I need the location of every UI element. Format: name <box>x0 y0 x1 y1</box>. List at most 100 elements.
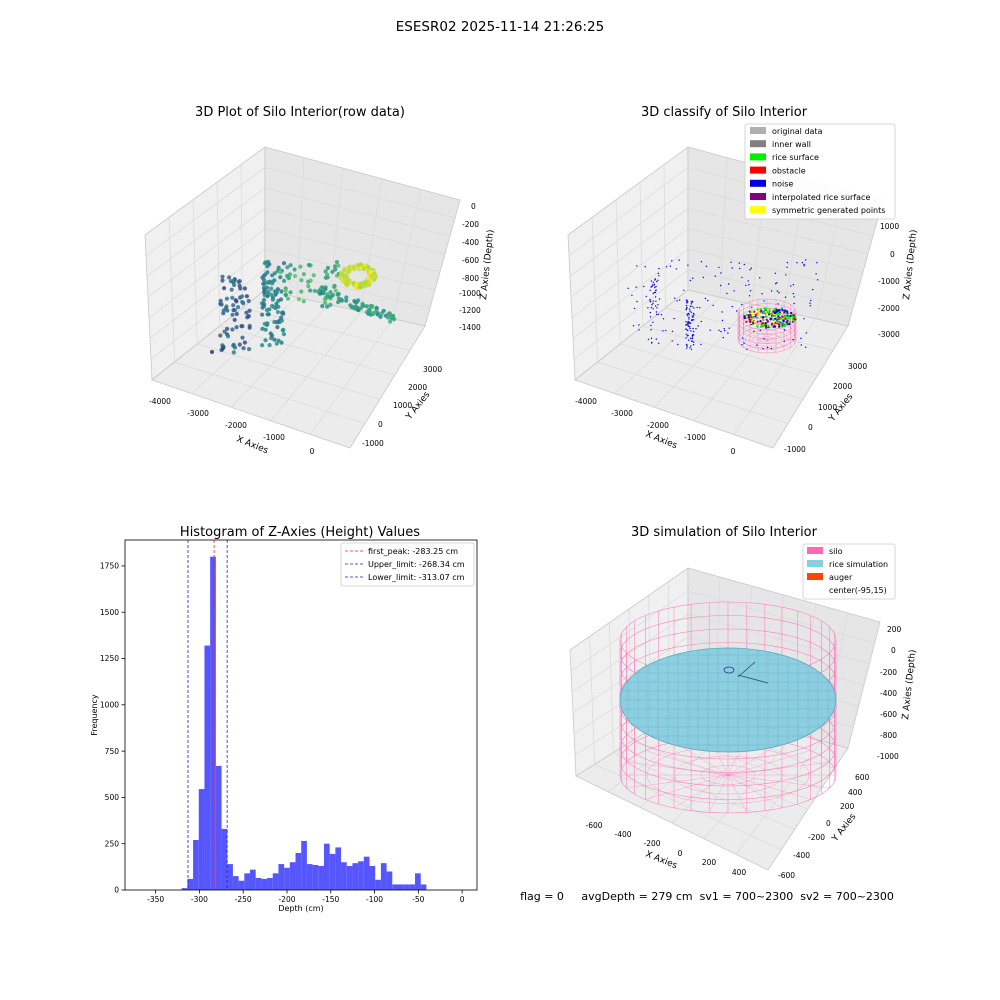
histogram-x-ticks: -350 -300 -250 -200 -150 -100 -50 0 <box>147 890 465 904</box>
grid-line <box>264 187 451 237</box>
panel4-xtick: -600 <box>585 821 602 830</box>
panel1-xtick: 0 <box>310 447 315 456</box>
panel4-title: 3D simulation of Silo Interior <box>631 525 818 540</box>
noise-point <box>650 324 652 327</box>
noise-point <box>691 336 694 338</box>
raw-point <box>233 298 238 303</box>
grid-line <box>264 269 431 309</box>
histogram-bar <box>318 865 324 890</box>
histogram-bar <box>403 884 410 890</box>
raw-point <box>336 296 341 301</box>
raw-point <box>285 296 291 301</box>
noise-point <box>810 299 812 302</box>
classified-point <box>760 325 763 328</box>
panel2-ytick: 2000 <box>833 382 852 391</box>
noise-point <box>657 304 659 306</box>
raw-point <box>247 308 252 313</box>
raw-point <box>274 301 279 306</box>
raw-point <box>340 279 345 284</box>
raw-point <box>306 262 312 268</box>
raw-point <box>240 294 245 299</box>
noise-point <box>658 267 660 270</box>
panel1-title: 3D Plot of Silo Interior(row data) <box>195 105 405 120</box>
raw-point <box>234 325 239 330</box>
noise-point <box>785 274 787 276</box>
noise-point <box>671 330 674 333</box>
noise-point <box>656 280 658 283</box>
panel4-x-ticks: -600 -400 -200 0 200 400 <box>585 821 746 877</box>
noise-point <box>695 328 697 330</box>
histogram-bar <box>232 876 239 890</box>
raw-point <box>281 261 287 266</box>
panel4-ytick: 400 <box>848 788 863 797</box>
grid-line <box>264 228 441 273</box>
raw-point <box>226 334 231 339</box>
legend-swatch <box>807 560 823 567</box>
raw-point <box>265 312 270 317</box>
noise-point <box>649 298 651 301</box>
histogram-bar <box>250 869 256 890</box>
panel4-xlabel: X Axies <box>644 850 679 872</box>
noise-point <box>800 337 802 339</box>
raw-point <box>244 294 249 299</box>
grid-line <box>310 318 394 435</box>
panel2-xtick: -4000 <box>575 397 597 406</box>
raw-point <box>230 312 235 317</box>
panel4-legend: silo rice simulation auger center(-95,15) <box>802 543 896 600</box>
raw-point <box>342 268 347 273</box>
classified-point <box>759 320 762 323</box>
noise-point <box>792 284 795 286</box>
panel4-rice-surface <box>619 647 837 753</box>
raw-point <box>344 295 349 300</box>
raw-point <box>292 267 297 272</box>
histogram-bars <box>181 556 427 890</box>
panel4-ytick: 600 <box>855 773 870 782</box>
noise-point <box>655 289 657 292</box>
noise-point <box>817 279 819 281</box>
noise-point <box>636 300 638 303</box>
noise-point <box>644 266 646 268</box>
histogram-bar <box>386 871 393 890</box>
histogram-bar <box>221 828 228 890</box>
raw-point <box>221 311 226 316</box>
grid-line <box>146 187 266 277</box>
panel4-ztick: -400 <box>880 689 897 698</box>
histogram-xlabel: Depth (cm) <box>278 904 323 913</box>
noise-point <box>654 291 657 294</box>
raw-point <box>373 273 378 278</box>
panel4-legend-box <box>802 543 896 600</box>
raw-point <box>323 275 328 280</box>
panel1-ztick: -1400 <box>459 323 481 332</box>
raw-point <box>391 315 396 321</box>
noise-point <box>674 297 676 299</box>
classified-point <box>775 326 779 329</box>
raw-point <box>264 285 270 290</box>
noise-point <box>700 320 702 323</box>
classified-point <box>785 315 789 318</box>
noise-point <box>727 332 729 334</box>
raw-point <box>237 342 242 347</box>
raw-point <box>308 278 313 283</box>
panel4-xtick: 0 <box>678 849 683 858</box>
grid-line <box>569 187 689 277</box>
histogram-bar <box>375 879 381 890</box>
noise-point <box>731 305 733 308</box>
panel1-ztick: -1200 <box>459 306 481 315</box>
classified-point <box>766 308 769 311</box>
raw-point <box>363 263 368 268</box>
grid-line <box>264 167 456 219</box>
noise-point <box>687 324 689 326</box>
noise-point <box>720 330 722 333</box>
classified-point <box>757 310 760 313</box>
classified-point <box>749 320 752 323</box>
raw-point <box>312 288 317 293</box>
panel4-xtick: 200 <box>702 858 717 867</box>
panel1-ztick: -800 <box>462 274 479 283</box>
noise-point <box>636 265 638 267</box>
classified-point <box>748 318 751 321</box>
histogram-bar <box>238 880 245 890</box>
histogram-y-ticks: 0 250 500 750 1000 1250 1500 1750 <box>100 562 125 895</box>
noise-point <box>683 289 685 291</box>
noise-point <box>762 348 764 350</box>
noise-point <box>651 304 653 306</box>
